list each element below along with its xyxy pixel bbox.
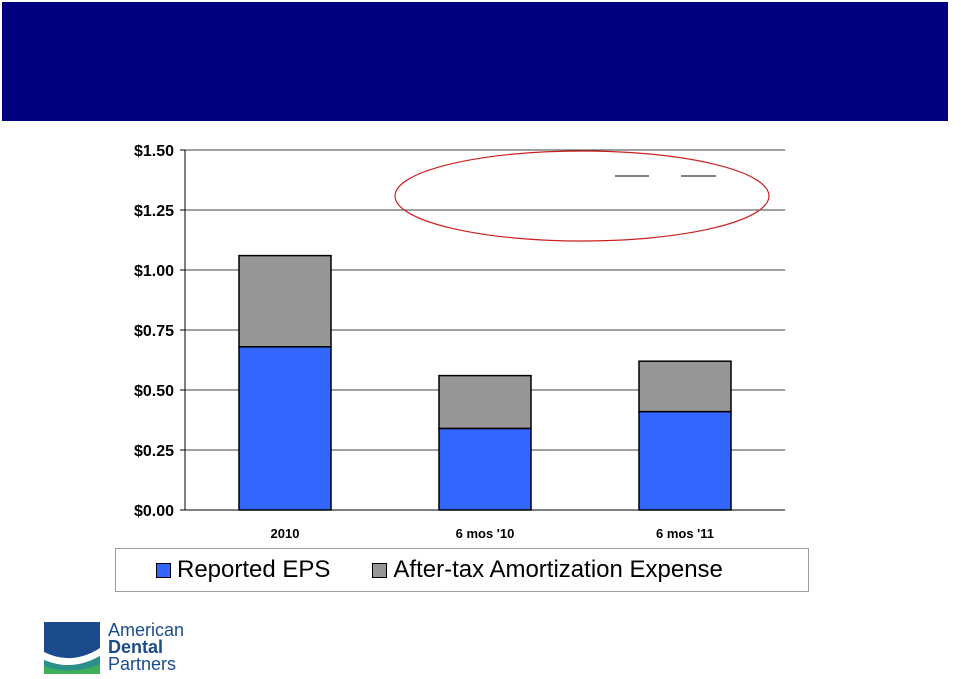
bar-amortization: [238, 254, 332, 348]
bar-amortization: [638, 360, 732, 413]
annotation-ellipse: [394, 150, 770, 242]
bar-amortization: [438, 374, 532, 430]
y-tick-label: $0.75: [134, 323, 174, 340]
x-category-label: 6 mos '10: [456, 526, 515, 541]
y-tick-label: $0.00: [134, 503, 174, 520]
legend-item-reported-eps: Reported EPS: [156, 556, 330, 584]
bars: [238, 254, 732, 511]
y-tick-label: $0.50: [134, 383, 174, 400]
legend-label-amortization: After-tax Amortization Expense: [393, 556, 723, 583]
logo-text-partners: Partners: [108, 654, 177, 674]
logo-text-dental: Dental: [108, 637, 164, 657]
y-tick-label: $0.25: [134, 443, 174, 460]
american-dental-partners-logo: American Dental Partners: [44, 620, 214, 676]
y-tick-label: $1.00: [134, 263, 174, 280]
y-tick-label: $1.50: [134, 143, 174, 160]
legend-swatch-amortization: [372, 562, 388, 578]
y-axis-labels: $0.00 $0.25 $0.50 $0.75 $1.00 $1.25 $1.50: [134, 143, 174, 520]
header-band: [2, 2, 948, 121]
legend-swatch-reported-eps: [156, 562, 171, 578]
bar-reported-eps: [438, 427, 532, 511]
y-tick-label: $1.25: [134, 203, 174, 220]
logo-text-american: American: [108, 620, 185, 640]
logo-mark-icon: [44, 622, 100, 674]
x-category-label: 6 mos '11: [656, 526, 714, 541]
legend-item-amortization: After-tax Amortization Expense: [372, 556, 723, 584]
bar-reported-eps: [638, 410, 732, 511]
legend-label-reported-eps: Reported EPS: [177, 556, 331, 583]
x-category-label: 2010: [271, 526, 300, 541]
bar-reported-eps: [238, 346, 332, 511]
x-axis-labels: 2010 6 mos '10 6 mos '11: [271, 526, 714, 541]
chart-legend: Reported EPS After-tax Amortization Expe…: [115, 548, 809, 592]
